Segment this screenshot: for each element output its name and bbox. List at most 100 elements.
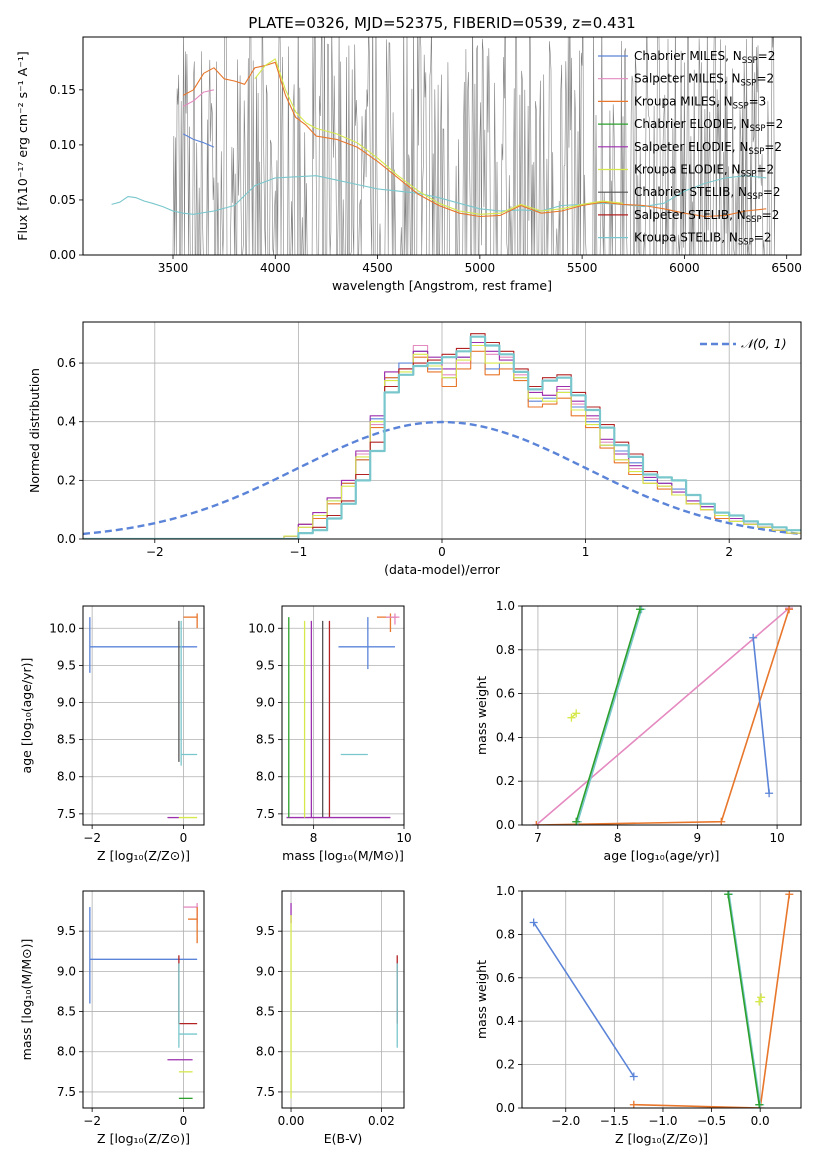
legend-label-main: Kroupa STELIB, N: [634, 231, 738, 245]
age_vs_weight-marker-chabrier_elodie: [635, 606, 644, 614]
mass_vs_age-plot-area: [286, 613, 400, 819]
legend-label-sub: SSP: [742, 56, 758, 66]
histogram-xtick-label: 2: [725, 545, 733, 559]
legend-label-tail: =2: [764, 140, 782, 154]
mass_vs_age-frame: [281, 605, 405, 826]
spectrum-xtick-label: 6500: [771, 261, 802, 275]
ebv_vs_mass-ytick-label: 9.0: [256, 964, 275, 978]
legend-label-tail: =2: [763, 185, 781, 199]
legend-label: Chabrier STELIB, NSSP=2: [634, 185, 781, 202]
z_vs_age-xtick-label: −2: [83, 831, 101, 845]
z_vs_mass-ytick-label: 9.0: [57, 964, 76, 978]
age_vs_weight-marker-chabrier_miles: [765, 789, 774, 798]
age_vs_weight-ytick-label: 0.0: [496, 818, 515, 832]
legend-label-tail: =2: [756, 72, 774, 86]
spectrum-ytick-label: 0.05: [49, 193, 76, 207]
histogram-xtick-label: −2: [146, 545, 164, 559]
spectrum-ytick-label: 0.00: [49, 248, 76, 262]
age_vs_weight-xlabel: age [log₁₀(age/yr)]: [604, 848, 720, 863]
z_vs_weight-ytick-label: 0.6: [496, 971, 515, 985]
legend-label-sub: SSP: [738, 238, 754, 248]
z_vs_age-plot-area: [89, 613, 198, 819]
z_vs_mass-frame: [82, 890, 205, 1109]
z_vs_weight-marker-kroupa_elodie: [755, 997, 764, 1006]
spectrum-xlabel: wavelength [Angstrom, rest frame]: [332, 278, 552, 293]
spectrum-frame: [82, 36, 802, 256]
age_vs_weight-marker-chabrier_elodie: [572, 817, 581, 825]
z_vs_age-ytick-label: 10.0: [49, 621, 76, 635]
z_vs_weight-marker-chabrier_elodie: [755, 1100, 764, 1108]
z_vs_age-xlabel: Z [log₁₀(Z/Z⊙)]: [97, 848, 190, 863]
legend-label: Salpeter MILES, NSSP=2: [634, 72, 774, 89]
panels: 3500 4000 4500 5000 5500 6000 65000.000.050.10…: [15, 36, 802, 1146]
z_vs_weight-marker-chabrier_miles: [529, 918, 538, 927]
z_vs_weight-xtick-label: 0.0: [751, 1114, 770, 1128]
spectrum-xtick-label: 6000: [669, 261, 700, 275]
legend-label-main: Kroupa ELODIE, N: [634, 163, 741, 177]
z_vs_mass-plot-area: [89, 903, 198, 1100]
ebv_vs_mass-panel: 0.00 0.02 7.5 8.0 8.5 9.0 9.5 E(B-V): [256, 890, 405, 1146]
z_vs_weight-frame: [521, 890, 802, 1109]
ebv_vs_mass-ytick-label: 8.5: [256, 1005, 275, 1019]
spectrum-data-line: [172, 37, 777, 255]
z_vs_age-ytick-label: 7.5: [57, 807, 76, 821]
z_vs_mass-ylabel: mass [log₁₀(M/M⊙)]: [19, 939, 34, 1061]
legend-label-sub: SSP: [748, 147, 764, 157]
z_vs_weight-ytick-label: 0.2: [496, 1058, 515, 1072]
age_vs_weight-xtick-label: 10: [769, 831, 784, 845]
z_vs_age-frame: [82, 605, 205, 826]
ebv_vs_mass-xtick-label: 0.02: [368, 1114, 395, 1128]
legend-label-sub: SSP: [746, 215, 762, 225]
histogram-xtick-label: −1: [290, 545, 308, 559]
spectrum-xtick-label: 4000: [260, 261, 291, 275]
ebv_vs_mass-ytick-label: 7.5: [256, 1085, 275, 1099]
age_vs_weight-ytick-label: 1.0: [496, 599, 515, 613]
spectrum-model-salpeter_miles: [182, 89, 215, 107]
legend-label-main: Chabrier MILES, N: [634, 49, 742, 63]
spectrum-model-kroupa_stelib: [111, 175, 767, 215]
ebv_vs_mass-xlabel: E(B-V): [324, 1131, 363, 1146]
legend-label: Kroupa MILES, NSSP=3: [634, 94, 766, 111]
ebv_vs_mass-xtick-label: 0.00: [278, 1114, 305, 1128]
age_vs_weight-marker-kroupa_miles: [785, 606, 794, 614]
age_vs_weight-ylabel: mass weight: [474, 676, 489, 755]
age_vs_weight-plot-area: [532, 606, 794, 825]
histogram-xlabel: (data-model)/error: [384, 562, 501, 577]
age_vs_weight-marker-kroupa_miles: [717, 817, 726, 825]
age_vs_weight-line-kroupa_elodie: [570, 712, 577, 719]
z_vs_weight-xtick-label: −1.0: [648, 1114, 677, 1128]
z_vs_weight-marker-chabrier_miles: [629, 1072, 638, 1081]
legend-label: Kroupa ELODIE, NSSP=2: [634, 163, 774, 180]
histogram-legend: 𝒩(0, 1): [700, 336, 787, 351]
legend-label-tail: =2: [766, 117, 784, 131]
legend-label-main: Chabrier ELODIE, N: [634, 117, 750, 131]
histogram-kroupa_stelib: [83, 335, 801, 539]
z_vs_weight-xtick-label: −1.5: [600, 1114, 629, 1128]
age_vs_weight-line-salpeter_miles: [535, 607, 790, 825]
z_vs_age-ytick-label: 8.0: [57, 770, 76, 784]
mass_vs_age-ytick-label: 7.5: [256, 807, 275, 821]
legend-label-sub: SSP: [733, 101, 749, 111]
age_vs_weight-line-chabrier_elodie: [575, 609, 641, 822]
age_vs_weight-ytick-label: 0.8: [496, 643, 515, 657]
z_vs_mass-ytick-label: 8.0: [57, 1045, 76, 1059]
age_vs_weight-panel: 7 8 9 10 0.0 0.2 0.4 0.6 0.8 1.0 age [log₁₀(age/yr…: [474, 599, 802, 863]
mass_vs_age-ytick-label: 8.5: [256, 733, 275, 747]
ebv_vs_mass-frame: [281, 890, 405, 1109]
z_vs_weight-ytick-label: 0.4: [496, 1014, 515, 1028]
spectrum-model-kroupa_elodie: [254, 58, 624, 215]
legend-label-tail: =2: [762, 208, 780, 222]
spectrum-xtick-label: 4500: [362, 261, 393, 275]
z_vs_weight-xlabel: Z [log₁₀(Z/Z⊙)]: [615, 1131, 708, 1146]
z_vs_weight-line-chabrier_elodie: [727, 894, 760, 1105]
legend-label-main: Salpeter ELODIE, N: [634, 140, 748, 154]
z_vs_weight-marker-kroupa_miles: [785, 891, 794, 899]
mass_vs_age-ytick-label: 8.0: [256, 770, 275, 784]
legend-label-sub: SSP: [747, 192, 763, 202]
legend-label-sub: SSP: [741, 170, 757, 180]
mass_vs_age-ytick-label: 9.5: [256, 658, 275, 672]
mass_vs_age-panel: 8 10 7.5 8.0 8.5 9.0 9.5 10.0 mass [log₁₀(M/M⊙)]: [248, 605, 412, 863]
histogram-ytick-label: 0.6: [57, 356, 76, 370]
